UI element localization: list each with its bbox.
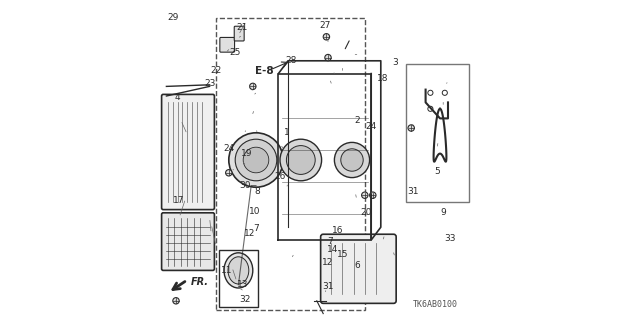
Text: 21: 21	[236, 23, 247, 32]
Text: 4: 4	[175, 93, 180, 102]
Text: 33: 33	[444, 234, 455, 243]
Text: E-8: E-8	[255, 66, 273, 76]
Bar	[216, 18, 365, 310]
Text: 30: 30	[239, 181, 250, 190]
FancyBboxPatch shape	[234, 26, 244, 41]
Text: 28: 28	[285, 56, 297, 65]
Text: 12: 12	[323, 258, 333, 267]
Circle shape	[428, 106, 433, 111]
Circle shape	[428, 90, 433, 95]
Text: 24: 24	[365, 122, 377, 131]
Text: 10: 10	[249, 207, 260, 216]
Text: 29: 29	[167, 13, 179, 22]
Text: FR.: FR.	[191, 276, 209, 287]
Text: 23: 23	[204, 79, 215, 88]
Text: 32: 32	[239, 295, 250, 304]
Text: 27: 27	[319, 21, 330, 30]
FancyBboxPatch shape	[161, 94, 214, 210]
Text: 7: 7	[327, 237, 332, 246]
Text: 12: 12	[244, 229, 255, 238]
Circle shape	[236, 139, 277, 181]
Circle shape	[370, 192, 376, 198]
Text: 31: 31	[323, 282, 333, 291]
Ellipse shape	[228, 257, 249, 284]
Circle shape	[323, 34, 330, 40]
Circle shape	[287, 146, 316, 174]
Text: 17: 17	[173, 196, 185, 204]
Text: 13: 13	[237, 280, 249, 289]
Text: 26: 26	[275, 172, 285, 180]
Text: 11: 11	[221, 266, 233, 275]
Circle shape	[229, 133, 283, 187]
Text: 7: 7	[253, 224, 259, 233]
Text: 19: 19	[241, 149, 252, 158]
Text: 14: 14	[327, 245, 339, 254]
Text: TK6AB0100: TK6AB0100	[413, 300, 458, 309]
Text: 15: 15	[337, 250, 348, 259]
Circle shape	[442, 90, 447, 95]
Text: 18: 18	[377, 74, 388, 83]
Text: 20: 20	[361, 208, 372, 217]
Text: 31: 31	[407, 188, 419, 196]
Text: 22: 22	[211, 66, 221, 75]
Bar	[406, 64, 468, 202]
Circle shape	[341, 149, 364, 171]
Circle shape	[362, 192, 368, 198]
Circle shape	[408, 125, 415, 131]
Text: 3: 3	[392, 58, 398, 67]
FancyBboxPatch shape	[161, 213, 214, 270]
Circle shape	[226, 170, 232, 176]
Circle shape	[325, 54, 332, 61]
Text: 25: 25	[230, 48, 241, 57]
Circle shape	[334, 142, 370, 178]
Circle shape	[173, 298, 179, 304]
Text: 8: 8	[255, 188, 260, 196]
Text: 24: 24	[223, 144, 234, 153]
Text: 6: 6	[354, 261, 360, 270]
FancyArrowPatch shape	[345, 41, 349, 49]
Text: 9: 9	[440, 208, 446, 217]
Text: 5: 5	[434, 167, 440, 176]
Circle shape	[250, 83, 256, 90]
Text: 16: 16	[332, 226, 343, 235]
Circle shape	[280, 139, 322, 181]
Text: 2: 2	[354, 116, 360, 124]
Circle shape	[243, 147, 269, 173]
Bar	[219, 250, 257, 307]
FancyBboxPatch shape	[321, 234, 396, 303]
FancyBboxPatch shape	[220, 37, 235, 52]
Ellipse shape	[224, 253, 253, 288]
Text: 1: 1	[284, 128, 289, 137]
